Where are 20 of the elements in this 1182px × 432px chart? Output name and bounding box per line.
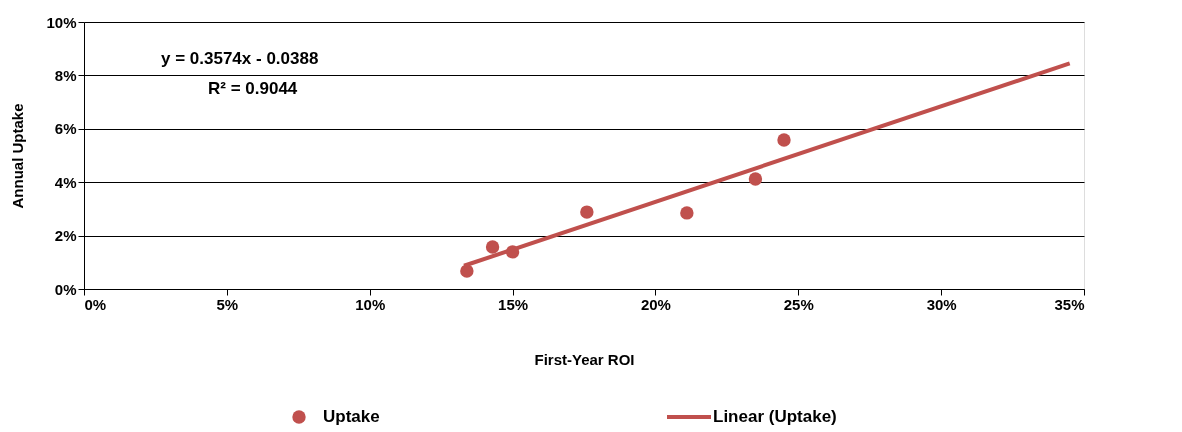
x-tick-label: 5% — [216, 295, 239, 313]
x-tick-label: 15% — [498, 295, 529, 313]
x-tick-label: 30% — [926, 295, 957, 313]
legend-label: Uptake — [323, 407, 380, 426]
y-tick-label: 8% — [54, 66, 77, 84]
y-tick-label: 0% — [54, 280, 77, 298]
legend-label: Linear (Uptake) — [713, 407, 837, 426]
x-tick-label: 10% — [355, 295, 386, 313]
y-axis-title: Annual Uptake — [9, 103, 27, 209]
x-tick-label: 0% — [84, 295, 107, 313]
y-tick-label: 2% — [54, 227, 77, 245]
x-tick-label: 20% — [640, 295, 671, 313]
x-axis-title: First-Year ROI — [534, 350, 635, 368]
annotation: R² = 0.9044 — [208, 79, 298, 98]
x-tick-label: 25% — [783, 295, 814, 313]
x-tick-label: 35% — [1054, 295, 1085, 313]
y-tick-label: 4% — [54, 173, 77, 191]
y-tick-label: 10% — [46, 13, 77, 31]
y-tick-label: 6% — [54, 120, 77, 138]
annotation: y = 0.3574x - 0.0388 — [161, 49, 319, 68]
